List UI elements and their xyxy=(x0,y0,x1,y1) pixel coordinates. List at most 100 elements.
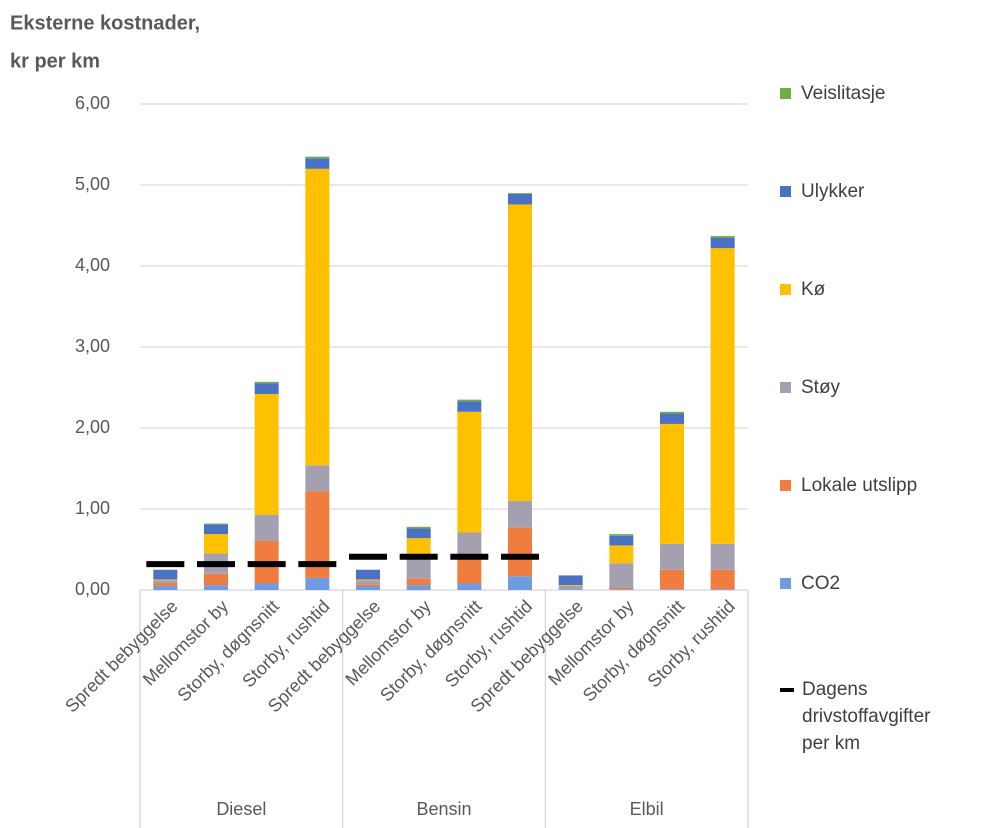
y-tick-label: 1,00 xyxy=(75,498,110,518)
bar-segment xyxy=(406,585,431,590)
bar-segment xyxy=(406,526,431,529)
y-tick-label: 2,00 xyxy=(75,417,110,437)
bar-segment xyxy=(508,576,532,590)
bar-segment xyxy=(660,413,684,424)
bar-segment xyxy=(710,236,735,238)
bar-segment xyxy=(204,573,228,586)
legend-swatch xyxy=(780,186,791,197)
bar-segment xyxy=(609,545,634,564)
bar-segment xyxy=(660,423,684,544)
bar-segment xyxy=(457,411,482,533)
bar-segment xyxy=(356,579,380,581)
bar-segment xyxy=(153,569,178,580)
chart-title: kr per km xyxy=(10,50,100,72)
legend-label: Støy xyxy=(801,377,841,398)
bar-segment xyxy=(558,585,583,586)
bar-segment xyxy=(660,411,684,414)
legend-swatch xyxy=(780,480,791,491)
bar-segment xyxy=(406,528,431,539)
legend-label: Ulykker xyxy=(801,181,865,202)
bar-segment xyxy=(457,559,482,584)
bar-segment xyxy=(558,589,583,590)
bar-segment xyxy=(508,204,532,501)
bar-segment xyxy=(356,569,380,580)
bar-segment xyxy=(558,585,583,590)
legend-label: Veislitasje xyxy=(801,83,886,104)
bar-segment xyxy=(660,543,684,570)
bar-segment xyxy=(609,589,634,590)
bar-segment xyxy=(305,168,330,466)
bar-segment xyxy=(153,583,178,586)
bar-segment xyxy=(710,248,735,544)
legend-item: Ulykker xyxy=(780,178,960,205)
bar-segment xyxy=(305,158,330,169)
bar-segment xyxy=(254,381,279,384)
y-tick-label: 4,00 xyxy=(75,255,110,275)
bar-segment xyxy=(508,193,532,205)
bar-segment xyxy=(710,237,735,249)
bar-segment xyxy=(254,383,279,394)
bar-segment xyxy=(609,563,634,588)
bar-segment xyxy=(305,465,330,492)
x-tick-label: Storby, rushtid xyxy=(238,596,333,691)
bar-segment xyxy=(558,575,583,586)
bar-segment xyxy=(254,514,279,541)
legend-swatch xyxy=(780,578,791,589)
y-tick-label: 3,00 xyxy=(75,336,110,356)
group-label: Bensin xyxy=(416,799,471,819)
legend-label: Kø xyxy=(801,279,826,300)
group-label: Diesel xyxy=(216,799,266,819)
bar-segment xyxy=(609,535,634,546)
bar-segment xyxy=(710,589,735,590)
legend-item: Kø xyxy=(780,276,960,303)
group-label: Elbil xyxy=(630,799,664,819)
y-tick-label: 5,00 xyxy=(75,174,110,194)
bar-segment xyxy=(457,583,482,590)
bar-segment xyxy=(609,587,634,590)
legend-item: Støy xyxy=(780,374,960,401)
bar-segment xyxy=(710,543,735,570)
legend-swatch xyxy=(780,88,791,99)
bar-segment xyxy=(508,527,532,577)
bar-segment xyxy=(153,580,178,584)
legend-swatch xyxy=(780,284,791,295)
y-tick-label: 0,00 xyxy=(75,579,110,599)
bar-segment xyxy=(305,156,330,159)
bar-segment xyxy=(508,193,532,194)
y-tick-label: 6,00 xyxy=(75,93,110,113)
bar-segment xyxy=(508,500,532,528)
bar-segment xyxy=(660,589,684,590)
x-tick-label: Storby, rushtid xyxy=(441,596,536,691)
bar-segment xyxy=(457,399,482,402)
bar-segment xyxy=(660,569,684,590)
bar-segment xyxy=(356,584,380,586)
bar-segment xyxy=(254,583,279,590)
legend-item: Dagens drivstoffavgifter per km xyxy=(780,676,930,757)
bar-segment xyxy=(406,578,431,586)
bar-segment xyxy=(204,524,228,535)
bar-segment xyxy=(153,585,178,590)
chart-title: Eksterne kostnader, xyxy=(10,12,200,34)
bar-segment xyxy=(609,534,634,536)
bar-segment xyxy=(254,393,279,515)
bar-segment xyxy=(305,577,330,590)
bar-segment xyxy=(406,538,431,555)
x-tick-label: Storby, rushtid xyxy=(644,596,739,691)
legend-label: Dagens drivstoffavgifter per km xyxy=(802,679,931,754)
legend-item: Veislitasje xyxy=(780,80,960,107)
bar-segment xyxy=(356,585,380,590)
legend-swatch xyxy=(780,688,794,692)
bar-segment xyxy=(710,569,735,590)
bar-segment xyxy=(204,534,228,554)
bar-segment xyxy=(356,580,380,585)
bar-segment xyxy=(153,579,178,581)
legend-label: CO2 xyxy=(801,573,841,594)
legend-item: Lokale utslipp xyxy=(780,472,960,499)
bar-segment xyxy=(457,401,482,412)
legend-swatch xyxy=(780,382,791,393)
legend-item: CO2 xyxy=(780,570,960,597)
legend-label: Lokale utslipp xyxy=(801,475,918,496)
bar-segment xyxy=(204,585,228,590)
